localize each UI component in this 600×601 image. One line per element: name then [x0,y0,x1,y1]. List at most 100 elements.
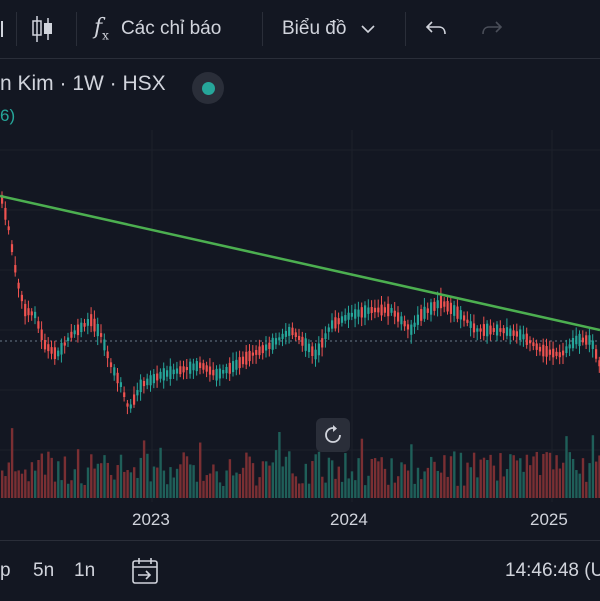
volume-bar [1,470,4,498]
candle-body [505,327,509,336]
candle-body [90,314,93,327]
candle-body [453,305,456,316]
volume-bar [284,456,288,498]
candle-body [205,365,208,372]
undo-button[interactable] [424,0,448,58]
indicators-label: Các chỉ báo [120,18,222,39]
candlestick-type-button[interactable] [30,0,54,58]
volume-bar [90,454,93,498]
grid-lines [0,130,600,502]
candle-body [146,378,149,386]
candle-body [538,346,542,352]
volume-bar [129,472,133,498]
price-chart[interactable] [0,130,600,502]
indicators-button[interactable]: fx Các chỉ báo [94,0,221,58]
candle-body [271,337,274,350]
candle-body [53,347,56,360]
volume-bar [519,458,522,498]
candle-body [581,337,584,343]
volume-bar [317,451,321,498]
volume-bar [364,485,367,498]
volume-bar [76,449,80,498]
volume-bar [50,457,53,498]
volume-bar [502,476,505,498]
volume-bar [466,462,469,498]
candle-body [30,311,33,316]
candle-body [139,379,142,393]
volume-bar [202,480,205,498]
market-status-indicator[interactable] [192,72,224,104]
trend-line[interactable] [0,194,600,332]
volume-bar [347,478,350,498]
volume-bar [156,467,159,498]
candle-body [129,404,132,409]
volume-bar [288,451,291,498]
candle-body [133,394,136,405]
volume-bar [245,452,248,498]
candle-body [340,316,344,323]
candle-body [350,312,353,317]
candle-body [215,368,218,381]
clock-display[interactable]: 14:46:48 (U [505,560,600,581]
volume-bar [218,482,222,498]
volume-bar [545,452,548,498]
candle-body [472,323,476,333]
volume-bar [499,453,502,498]
volume-bar [166,484,169,498]
volume-bar [139,457,142,498]
chart-menu-button[interactable]: Biểu đồ [282,0,376,58]
volume-bar [199,442,202,498]
volume-bar [175,468,179,498]
candle-body [334,317,337,329]
volume-bar [271,462,274,498]
candle-body [100,333,103,337]
volume-bar [532,456,535,498]
candlestick-series [1,191,600,415]
candle-body [106,351,109,359]
range-5n-button[interactable]: 5n [33,560,55,581]
candle-body [311,346,314,356]
volume-bar [492,465,496,498]
candle-body [232,361,235,373]
volume-bar [205,475,208,498]
go-to-date-button[interactable] [130,541,160,601]
candle-body [238,357,241,369]
candle-body [529,340,532,344]
volume-bar [571,458,575,498]
volume-bar [585,481,588,498]
volume-bar [387,484,390,498]
candle-body [400,316,403,325]
volume-bar [370,458,373,498]
candle-body [261,345,264,354]
candle-body [317,343,320,356]
range-button[interactable]: p [0,560,11,581]
reset-chart-button[interactable] [316,418,350,452]
volume-bar [588,463,591,498]
candle-body [241,356,245,365]
volume-bar [136,477,139,498]
candle-body [192,363,195,371]
toolbar-cut-button[interactable] [0,0,8,58]
candle-body [116,372,119,384]
volume-bar [60,480,63,498]
candle-body [562,350,565,356]
volume-bar [278,431,281,498]
volume-bar [542,453,545,498]
volume-bar [420,479,423,498]
volume-bar [96,463,100,498]
volume-bar [430,456,433,498]
x-axis-label-2024: 2024 [330,510,368,529]
candle-body [40,329,43,341]
volume-bar [472,452,476,498]
candle-body [598,360,600,367]
volume-bar [443,455,446,498]
volume-bar [113,479,116,498]
volume-bar [390,458,393,498]
volume-bar [126,470,129,498]
redo-button[interactable] [480,0,504,58]
volume-bar [581,458,585,498]
volume-bar [311,461,314,498]
volume-bar [307,483,311,498]
candle-body [76,324,80,336]
range-1n-button[interactable]: 1n [74,560,96,581]
